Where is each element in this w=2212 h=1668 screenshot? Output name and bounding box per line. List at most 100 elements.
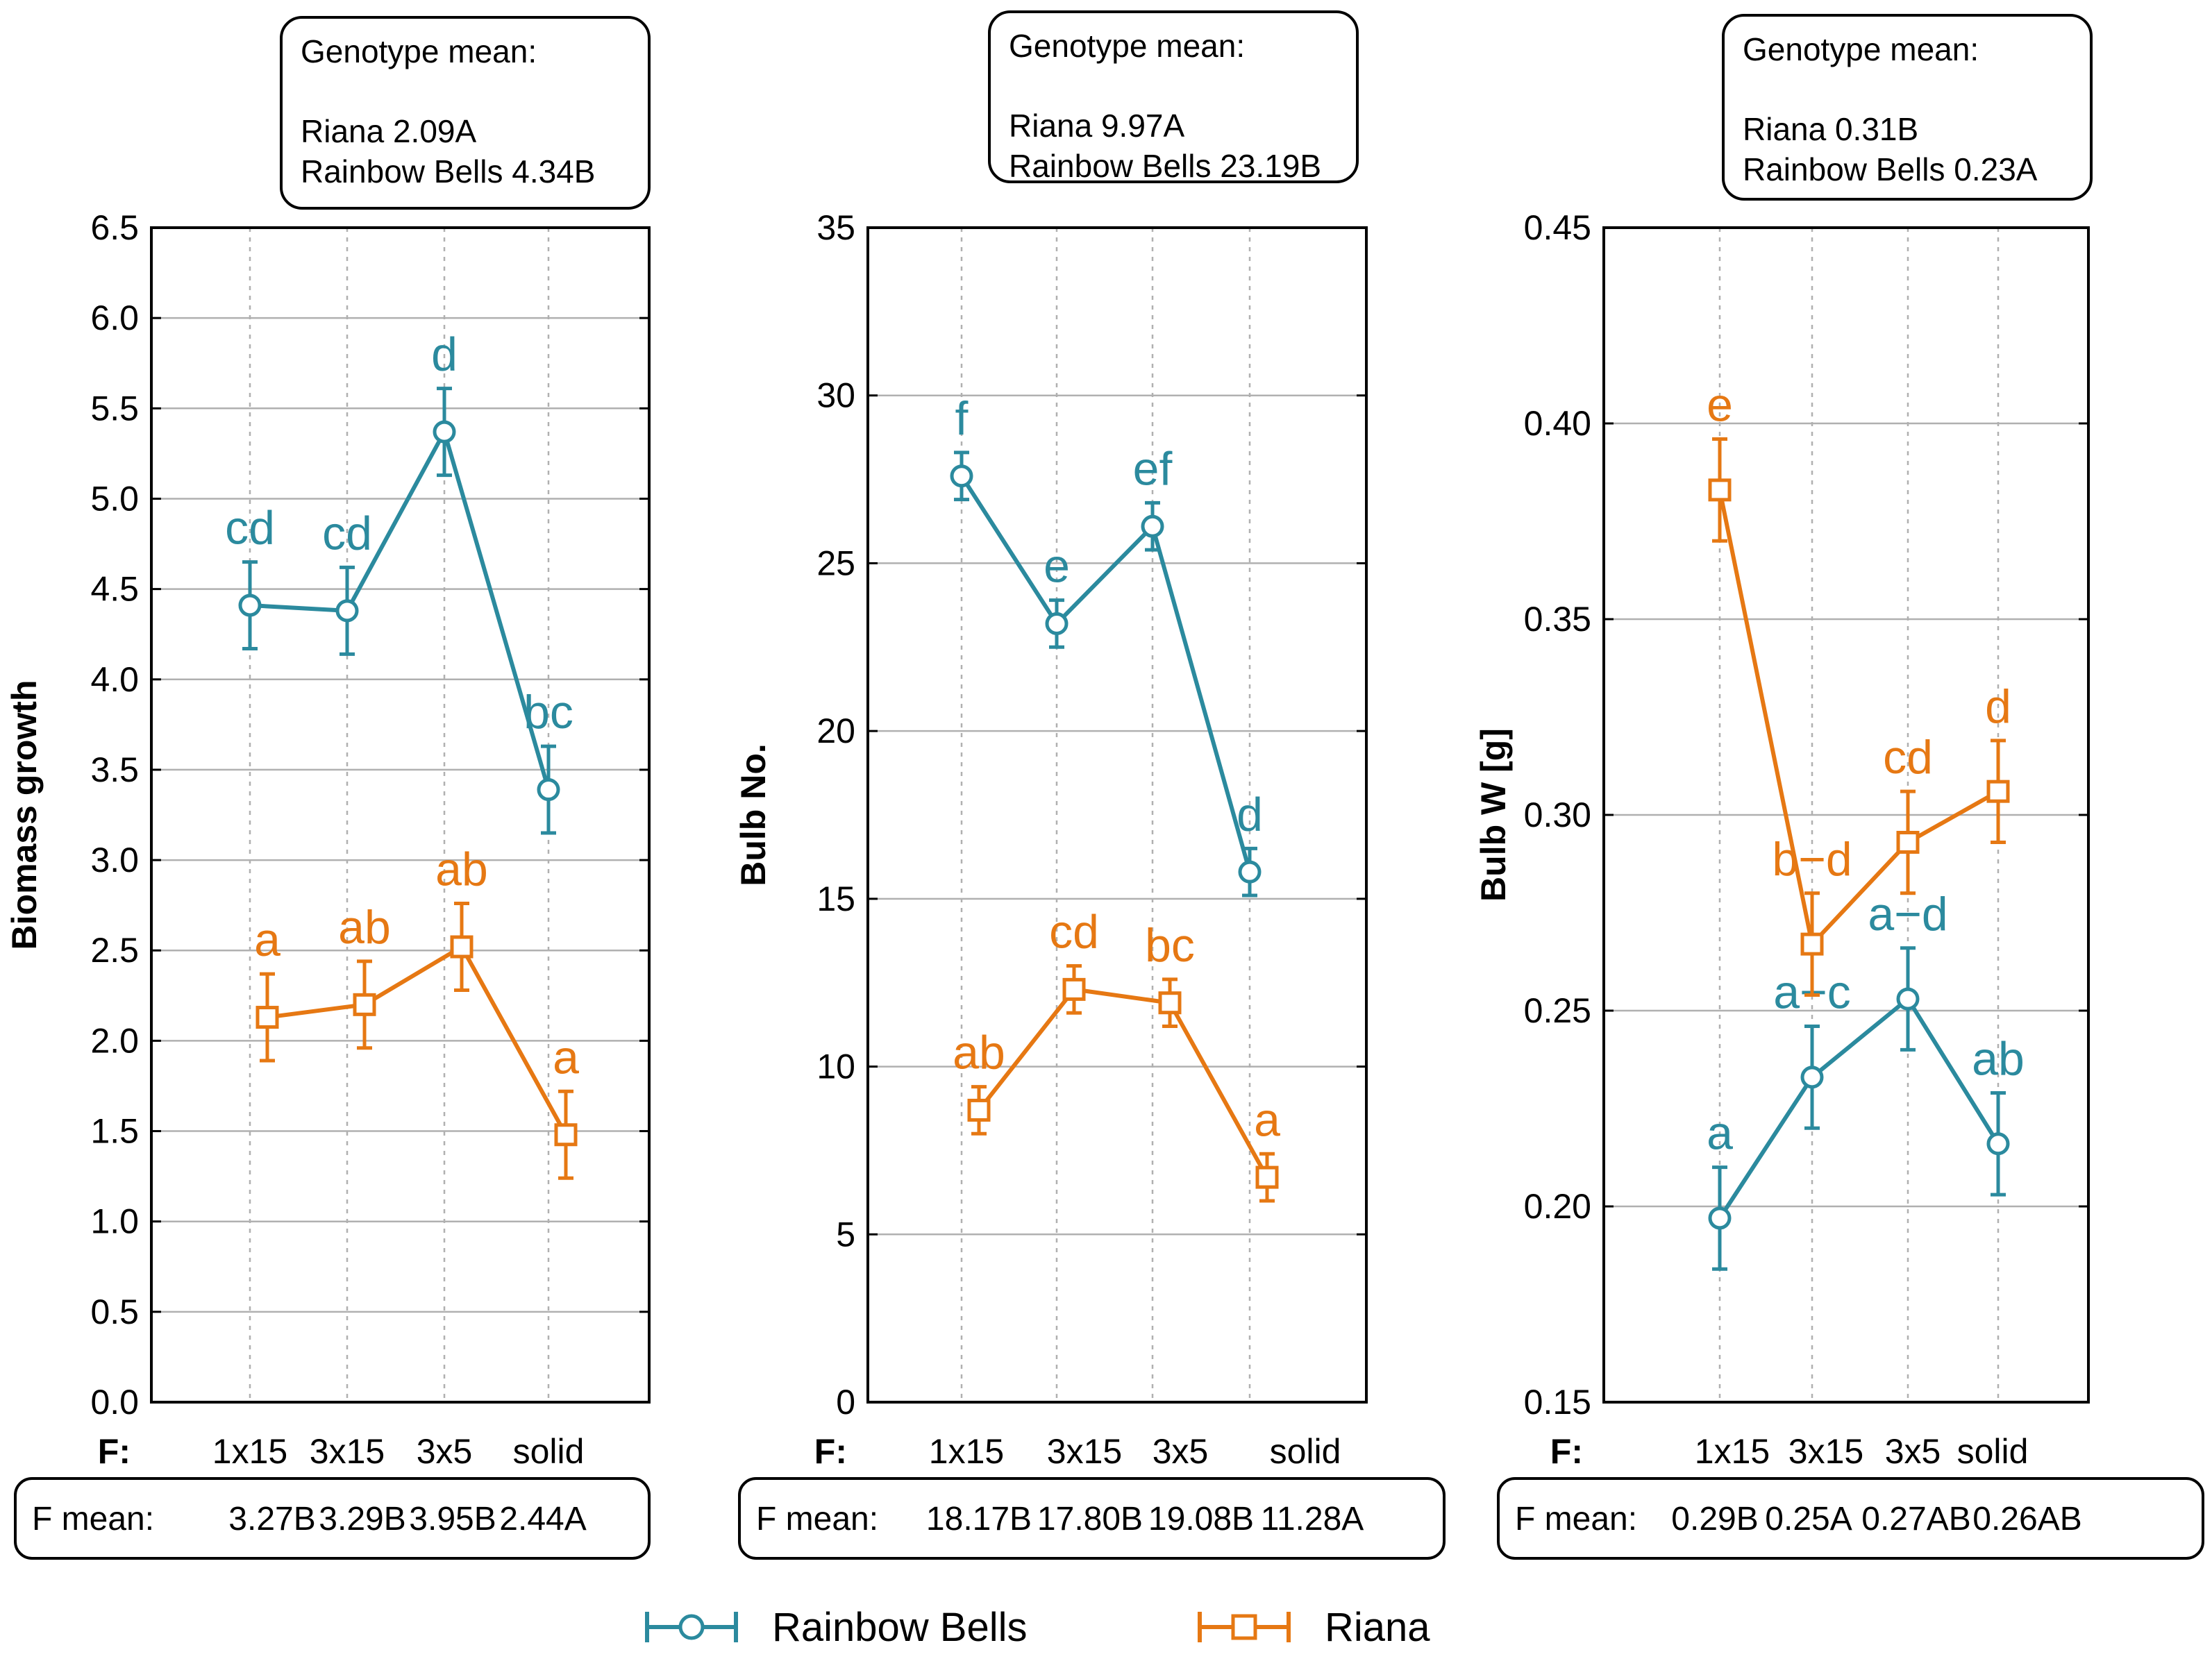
genotype-mean-line: Riana 9.97A — [1009, 108, 1184, 144]
x-axis-prefix: F: — [98, 1432, 131, 1471]
series-line — [267, 943, 568, 1136]
genotype-mean-line: Rainbow Bells 23.19B — [1009, 148, 1321, 184]
f-mean-value: 3.29B — [319, 1501, 405, 1538]
data-point-square — [353, 993, 376, 1016]
y-tick-label: 0 — [836, 1383, 855, 1422]
y-tick-label: 4.0 — [90, 660, 139, 699]
y-tick-label: 2.5 — [90, 931, 139, 970]
y-axis-label: Bulb No. — [734, 743, 773, 886]
genotype-mean-box — [1722, 14, 2093, 201]
data-point-square — [554, 1123, 578, 1147]
significance-letter: a — [254, 913, 280, 966]
x-axis-prefix: F: — [814, 1432, 847, 1471]
y-tick-label: 0.15 — [1524, 1383, 1591, 1422]
significance-letter: d — [431, 328, 458, 381]
genotype-mean-line: Rainbow Bells 0.23A — [1743, 151, 2038, 187]
legend-circle-marker — [678, 1614, 705, 1640]
series-rainbow-bells: cd cd d bc — [225, 328, 573, 835]
significance-letter: cd — [1049, 906, 1099, 959]
series-line — [977, 987, 1269, 1179]
f-mean-value: 0.27AB — [1861, 1501, 1970, 1538]
significance-letter: bc — [1145, 919, 1195, 972]
series-line — [960, 475, 1252, 873]
plot-frame — [1602, 226, 2090, 1404]
genotype-mean-box — [988, 10, 1359, 183]
data-point-square — [450, 935, 474, 959]
significance-letter: ef — [1133, 442, 1173, 495]
data-point-circle — [1238, 860, 1262, 884]
f-mean-box — [738, 1477, 1446, 1560]
significance-letter: a — [1254, 1093, 1280, 1146]
significance-letter: ab — [1972, 1032, 2025, 1085]
data-point-square — [1158, 991, 1182, 1015]
f-mean-label: F mean: — [32, 1501, 154, 1538]
f-mean-value: 19.08B — [1148, 1501, 1254, 1538]
plot-frame — [150, 226, 651, 1404]
y-tick-label: 15 — [816, 879, 855, 918]
x-axis-prefix: F: — [1550, 1432, 1583, 1471]
data-point-square — [1708, 478, 1732, 502]
f-mean-label: F mean: — [1515, 1501, 1637, 1538]
genotype-mean-line: Riana 2.09A — [301, 113, 476, 149]
series-line — [1718, 489, 2000, 949]
data-point-circle — [1986, 1132, 2010, 1156]
plot-frame — [866, 226, 1368, 1404]
data-point-circle — [433, 420, 456, 444]
genotype-mean-title: Genotype mean: — [1743, 31, 1979, 67]
y-tick-label: 0.0 — [90, 1383, 139, 1422]
y-tick-label: 1.5 — [90, 1112, 139, 1151]
f-mean-value: 0.25A — [1765, 1501, 1852, 1538]
f-mean-value: 0.26AB — [1972, 1501, 2081, 1538]
f-mean-value: 18.17B — [926, 1501, 1032, 1538]
data-point-circle — [335, 599, 359, 623]
significance-letter: f — [955, 392, 969, 445]
data-point-square — [967, 1098, 991, 1122]
x-tick-label: 3x5 — [1885, 1432, 1941, 1471]
significance-letter: cd — [1883, 731, 1933, 784]
genotype-mean-line: Riana 0.31B — [1743, 111, 1918, 147]
f-mean-value: 11.28A — [1261, 1501, 1364, 1538]
data-point-circle — [238, 593, 262, 617]
x-tick-label: solid — [1270, 1432, 1341, 1471]
y-tick-label: 0.40 — [1524, 404, 1591, 443]
y-tick-label: 6.5 — [90, 208, 139, 247]
significance-letter: a — [553, 1031, 579, 1084]
x-tick-label: 3x15 — [1047, 1432, 1122, 1471]
f-mean-value: 3.27B — [228, 1501, 315, 1538]
data-point-square — [1062, 977, 1086, 1001]
series-riana: e b−d cdd — [1707, 379, 2011, 997]
genotype-mean-title: Genotype mean: — [301, 33, 537, 69]
y-tick-label: 35 — [816, 208, 855, 247]
data-point-circle — [1800, 1065, 1824, 1089]
y-tick-label: 1.0 — [90, 1202, 139, 1241]
y-tick-label: 6.0 — [90, 298, 139, 337]
x-tick-label: 3x5 — [1153, 1432, 1209, 1471]
chart-panel-2: 0 5 10 15 20 25 30 35 Bulb No. F: 1x15 3x15 3x5 solid… — [734, 10, 1446, 1560]
significance-letter: ab — [338, 901, 391, 954]
y-tick-label: 25 — [816, 544, 855, 582]
significance-letter: d — [1237, 788, 1263, 841]
f-mean-box — [1497, 1477, 2204, 1560]
significance-letter: e — [1044, 540, 1070, 593]
data-point-circle — [950, 464, 973, 488]
y-tick-label: 0.25 — [1524, 991, 1591, 1030]
genotype-mean-box — [280, 16, 651, 210]
x-tick-label: 3x5 — [417, 1432, 473, 1471]
series-line — [249, 426, 551, 791]
significance-letter: bc — [523, 686, 573, 739]
series-riana: ab cd bc a — [953, 906, 1280, 1203]
legend-label-rainbow-bells: Rainbow Bells — [772, 1605, 1028, 1650]
data-point-circle — [537, 778, 560, 802]
y-tick-label: 20 — [816, 711, 855, 750]
significance-letter: a−d — [1868, 888, 1947, 941]
series-rainbow-bells: f e ef d — [950, 392, 1263, 898]
genotype-mean-title: Genotype mean: — [1009, 28, 1245, 64]
significance-letter: ab — [435, 843, 488, 896]
f-mean-value: 3.95B — [409, 1501, 496, 1538]
significance-letter: a — [1707, 1107, 1733, 1160]
data-point-circle — [1141, 514, 1164, 538]
f-mean-label: F mean: — [756, 1501, 878, 1538]
y-tick-label: 0.35 — [1524, 600, 1591, 639]
